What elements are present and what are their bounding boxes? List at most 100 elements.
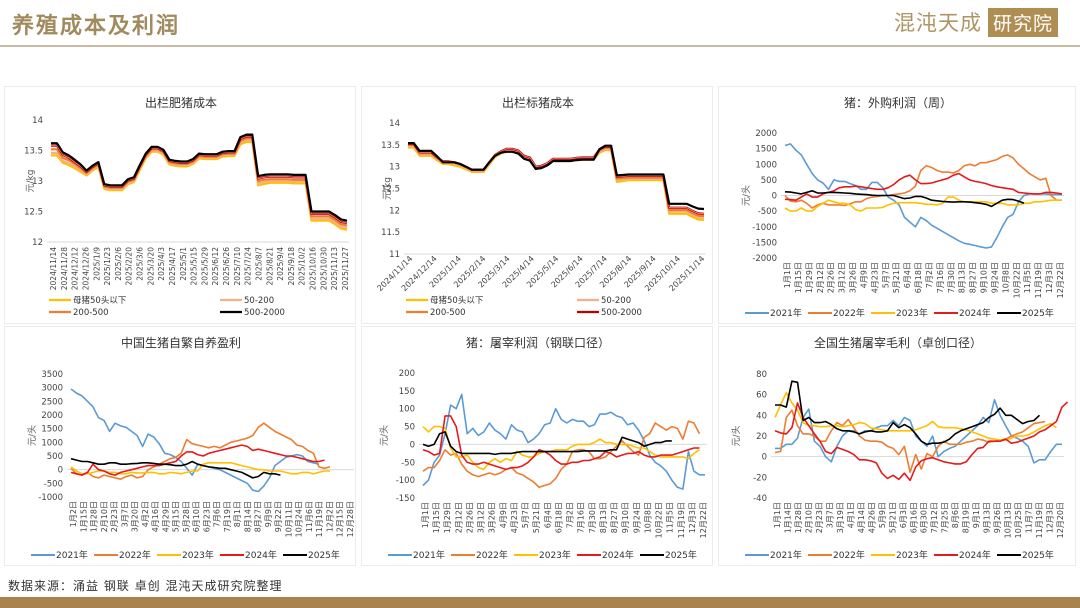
legend-item: 50-200: [577, 296, 631, 306]
legend-item: 2021年: [31, 549, 88, 561]
y-tick-label: -2000: [752, 254, 777, 264]
chart-svg: 出栏标猪成本元/kg1111.51212.51313.5142024/11/14…: [375, 95, 706, 318]
legend-label: 500-2000: [244, 308, 285, 318]
x-tick-label: 12月2日: [325, 501, 334, 532]
x-tick-label: 8月27日: [969, 262, 978, 293]
x-tick-label: 12月3日: [1046, 502, 1055, 533]
x-tick-label: 8月13日: [599, 502, 608, 533]
x-tick-label: 2月12日: [454, 502, 463, 533]
x-tick-label: 10月11日: [284, 501, 293, 537]
x-tick-label: 10月13日: [1004, 502, 1013, 538]
x-tick-label: 2月23日: [815, 502, 824, 533]
chart-svg: 猪：外购利润（周） 元/头 -2000 -1500 -1000 -500 0 500 1000 1…: [741, 95, 1065, 319]
x-tick-label: 2025/3/20: [146, 247, 155, 286]
x-tick-label: 11月19日: [677, 502, 686, 538]
x-tick-label: 7月30日: [588, 502, 597, 533]
x-tick-label: 7月12日: [930, 502, 939, 533]
x-tick-label: 9月13日: [983, 502, 992, 533]
chart-title: 全国生猪屠宰毛利（卓创口径）: [814, 335, 982, 350]
x-tick-label: 2025/5/29: [200, 247, 209, 286]
x-tick-label: 2025/7/10: [233, 247, 242, 286]
y-tick-label: 14: [32, 116, 43, 126]
x-tick-label: 2025/5/1: [179, 247, 188, 281]
x-tick-label: 1月1日: [421, 502, 430, 528]
x-tick-label: 8月1日: [233, 501, 242, 527]
x-tick-label: 2025/9/18: [287, 247, 296, 286]
x-tick-label: 2月26日: [827, 262, 836, 293]
x-tick-label: 2025/10/2: [298, 247, 307, 286]
x-tick-label: 4月2日: [141, 501, 150, 527]
x-tick-label: 6月3日: [899, 502, 908, 528]
x-tick-label: 5月28日: [182, 501, 191, 532]
x-tick-label: 6月18日: [554, 502, 563, 533]
x-tick-label: 11月5日: [1023, 262, 1032, 293]
x-tick-label: 7月6日: [213, 501, 222, 527]
legend-item: 2024年: [934, 549, 991, 561]
x-tick-label: 3月26日: [849, 262, 858, 293]
x-tick-label: 9月10日: [980, 262, 989, 293]
y-tick-label: 20: [756, 432, 767, 442]
y-tick-label: 500: [47, 452, 63, 462]
x-tick-label: 7月2日: [925, 262, 934, 288]
x-tick-label: 4月9日: [499, 502, 508, 528]
x-tick-label: 2月10日: [100, 501, 109, 532]
x-tick-label: 3月12日: [477, 502, 486, 533]
x-tick-label: 10月25日: [1014, 502, 1023, 538]
x-tick-label: 7月19日: [223, 501, 232, 532]
y-tick-label: 3500: [41, 370, 63, 380]
legend-item: 2025年: [997, 307, 1054, 319]
y-tick-label: 11: [389, 250, 400, 260]
x-tick-label: 2024/12/12: [71, 247, 80, 290]
x-tick-label: 5月9日: [878, 502, 887, 528]
legend-label: 50-200: [244, 296, 274, 306]
x-tick-label: 10月22日: [655, 502, 664, 538]
chart-panel-self-breeding-profit: 中国生猪自繁自养盈利 元/头 -1000 -500 0 500 1000 1500 2000 25…: [4, 326, 356, 566]
legend-label: 2025年: [665, 549, 697, 561]
chart-panel-slaughter-margin-sci: 全国生猪屠宰毛利（卓创口径） 元/头 -40 -20 0 20 40 60 80 1月1日 1月14…: [718, 326, 1076, 566]
y-tick-label: -1000: [38, 493, 63, 503]
series-line-2: [784, 154, 1062, 209]
legend-label: 2022年: [833, 307, 865, 319]
data-source-note: 数据来源：涌益 钢联 卓创 混沌天成研究院整理: [8, 579, 283, 593]
series-line-1: [70, 388, 320, 493]
page-title: 养殖成本及利润: [12, 13, 181, 39]
x-tick-label: 9月24日: [632, 502, 641, 533]
x-tick-label: 6月18日: [914, 262, 923, 293]
legend-label: 2025年: [1022, 307, 1054, 319]
x-tick-label: 2025/5/15: [190, 247, 199, 286]
x-tick-label: 4月14日: [857, 502, 866, 533]
x-tick-label: 1月28日: [794, 502, 803, 533]
x-tick-label: 9月10日: [621, 502, 630, 533]
y-tick-label: -100: [396, 476, 415, 486]
y-axis-label: 元/kg: [26, 170, 36, 193]
x-tick-label: 12月22日: [699, 502, 708, 538]
x-tick-label: 1月14日: [783, 502, 792, 533]
x-tick-label: 12月3日: [688, 502, 697, 533]
legend-item: 2023年: [514, 549, 571, 561]
y-tick-label: 0: [762, 453, 767, 463]
y-tick-label: 13.5: [24, 147, 43, 157]
chart-panel-slaughter-profit-mysteel: 猪：屠宰利润（钢联口径） 元/头 -150 -100 -50 0 50 100 150 200 1月…: [361, 326, 713, 566]
series-line-5: [422, 431, 672, 456]
x-tick-label: 7月16日: [936, 262, 945, 293]
y-tick-label: 60: [756, 391, 767, 401]
x-tick-label: 7月16日: [577, 502, 586, 533]
x-tick-label: 9月24日: [990, 262, 999, 293]
y-tick-label: -40: [753, 494, 767, 504]
legend-item: 200-500: [406, 308, 466, 318]
x-tick-label: 2025/2/20: [125, 247, 134, 286]
legend-item: 200-500: [49, 308, 109, 318]
legend-item: 2022年: [451, 549, 508, 561]
x-tick-label: 4月23日: [870, 262, 879, 293]
y-axis-label: 元/头: [731, 425, 742, 446]
x-tick-label: 6月23日: [202, 501, 211, 532]
x-tick-label: 3月26日: [488, 502, 497, 533]
x-tick-label: 2025/11/13: [330, 247, 339, 290]
y-tick-label: 1000: [755, 160, 777, 170]
x-tick-label: 2025/8/21: [265, 247, 274, 286]
y-axis-label: 元/kg: [383, 177, 393, 200]
x-tick-label: 9月26日: [993, 502, 1002, 533]
